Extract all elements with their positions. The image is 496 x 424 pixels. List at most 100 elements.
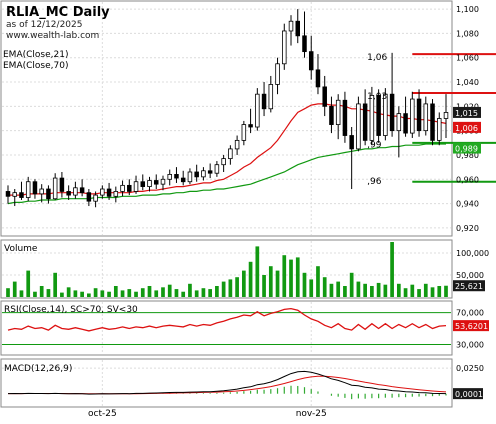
candle [329, 96, 334, 134]
candle-body [410, 98, 415, 134]
volume-bar [275, 270, 280, 297]
candle-body [221, 158, 226, 166]
ema-short-badge: 1,006 [453, 121, 481, 133]
volume-bar [60, 292, 64, 297]
vertical-grid [101, 2, 312, 406]
price-grid [2, 8, 451, 229]
volume-bar [356, 281, 361, 297]
candle [147, 176, 152, 192]
volume-bar [403, 288, 408, 297]
candle [120, 180, 125, 197]
volume-bar [430, 287, 435, 297]
volume-bar [107, 291, 111, 297]
volume-bar [120, 290, 125, 297]
candle [403, 96, 408, 137]
candle-body [140, 181, 146, 187]
candle [322, 75, 327, 117]
volume-bar [444, 285, 448, 297]
last-value-badges: 1,015 1,006 0,989 25,621 53,6201 0,0001 [453, 106, 489, 400]
volume-bar [147, 286, 152, 297]
candle [25, 176, 31, 202]
macd-line [7, 370, 447, 395]
candle-body [100, 188, 105, 196]
rsi-tick-label: 30,000 [456, 340, 484, 349]
volume-bar [134, 291, 138, 297]
candle-body [127, 184, 132, 192]
candle [5, 185, 11, 204]
volume-bar [376, 282, 381, 297]
last-close-badge: 1,015 [453, 106, 481, 118]
volume-bar [302, 272, 307, 297]
price-tick-label: 1,080 [456, 29, 479, 38]
candle [221, 154, 226, 172]
volume-bar [221, 281, 226, 297]
volume-bar [19, 290, 24, 297]
candle [127, 179, 132, 196]
candle [302, 11, 307, 58]
candle [255, 88, 260, 131]
ema-long-badge-bg [453, 142, 481, 154]
price-tick-label: 1,020 [456, 102, 479, 111]
macd-tick-label: 0,0250 [456, 364, 484, 373]
candle [383, 88, 388, 141]
volume-bars: 50,000 100,000 [2, 242, 489, 297]
level-annotation: ,99 [367, 141, 382, 151]
ema-long-line [7, 143, 446, 205]
rsi-last-badge-bg [453, 320, 489, 332]
candle [349, 127, 354, 190]
candle-body [153, 180, 159, 185]
candle [241, 120, 247, 146]
price-tick-label: 1,100 [456, 5, 479, 14]
candle-body [349, 135, 354, 150]
volume-last-badge-text: 25,621 [455, 282, 483, 291]
ema-short-badge-bg [453, 121, 481, 133]
candle-body [275, 63, 280, 85]
candle [362, 89, 368, 146]
volume-bar [167, 284, 172, 297]
candle [187, 168, 193, 185]
volume-bar [66, 287, 71, 297]
candle [174, 167, 179, 183]
volume-bar [228, 279, 233, 297]
candle-body [79, 187, 85, 194]
candle [32, 179, 38, 199]
candle [389, 52, 395, 137]
candle-body [362, 103, 368, 141]
volume-bar [268, 266, 273, 297]
price-tick-label: 0,960 [456, 175, 479, 184]
price-tick-label: 0,980 [456, 151, 479, 160]
candle-body [389, 93, 395, 132]
candle [369, 86, 375, 146]
candle-body [241, 124, 247, 141]
candle [268, 75, 274, 113]
volume-bar [201, 288, 206, 297]
candle [46, 185, 51, 204]
candle [39, 184, 44, 203]
candle [93, 191, 98, 208]
candle [288, 15, 294, 46]
candle-body [369, 95, 375, 141]
candle [234, 135, 240, 155]
macd-title: MACD(12,26,9) [4, 364, 72, 374]
candle [52, 173, 58, 200]
volume-tick-label: 100,000 [456, 249, 489, 258]
candle [140, 174, 146, 191]
ema-long-legend: EMA(Close,70) [3, 61, 68, 71]
candle [295, 9, 301, 44]
candle-body [160, 178, 166, 185]
candle-body [335, 99, 341, 125]
candle-body [93, 194, 98, 202]
volume-bar [161, 287, 165, 297]
candle-body [356, 103, 361, 150]
candle [86, 189, 92, 207]
candle-body [430, 103, 435, 141]
candle-body [46, 188, 51, 200]
candle-body [174, 174, 179, 179]
volume-bar [87, 293, 91, 297]
ema-short-badge-text: 1,006 [455, 124, 478, 133]
candle-body [268, 84, 274, 110]
as-of-date: as of 12/12/2025 [6, 20, 82, 30]
volume-bar [417, 289, 421, 297]
rsi-series: 70,000 30,000 [2, 307, 484, 349]
